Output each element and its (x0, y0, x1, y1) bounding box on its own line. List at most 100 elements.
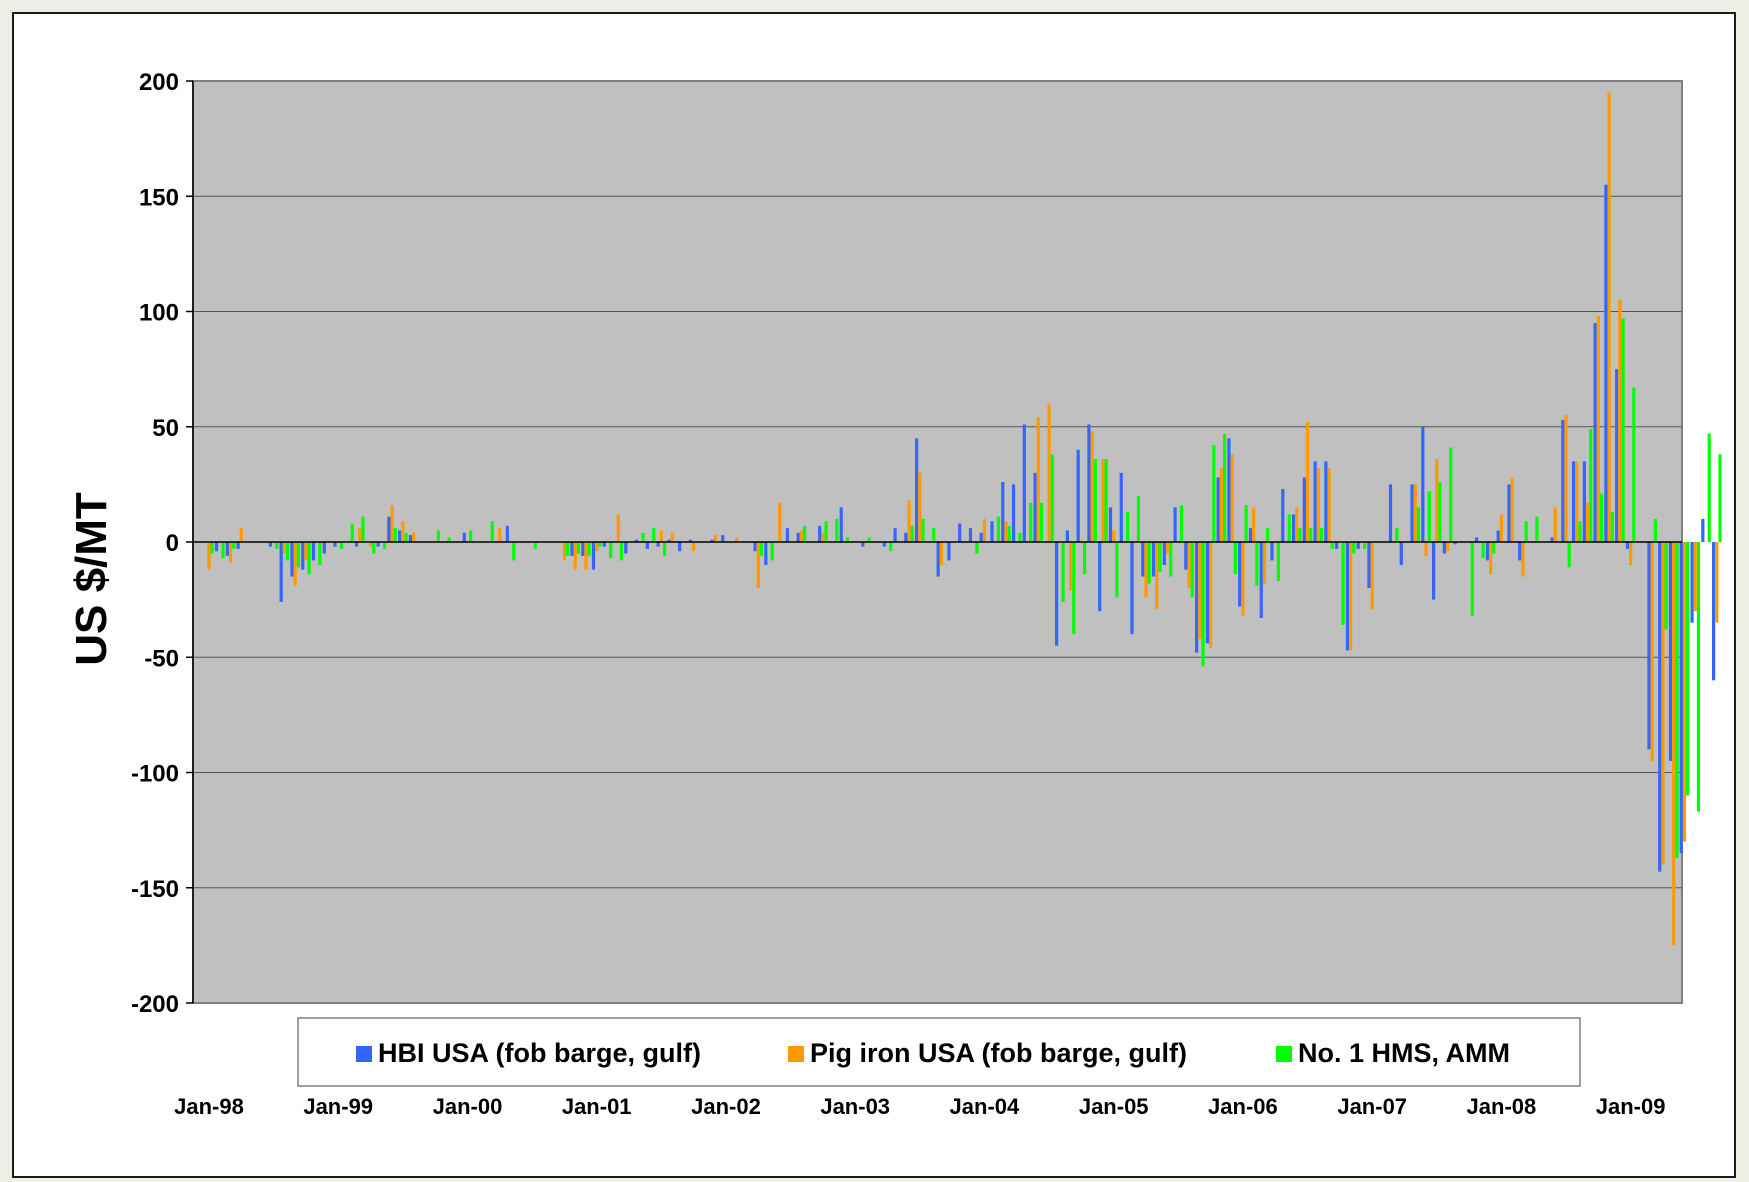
y-tick-label: 0 (166, 530, 179, 557)
bar (667, 539, 671, 542)
bar (1252, 507, 1256, 542)
bar (1399, 542, 1403, 566)
x-tick-label: Jan-09 (1596, 1094, 1666, 1119)
bar (1421, 426, 1425, 542)
bar (713, 535, 717, 542)
bar (1244, 505, 1248, 542)
bar (505, 525, 509, 542)
bar (404, 532, 408, 542)
bar (1427, 491, 1431, 542)
bar (1262, 542, 1267, 584)
bar (1248, 528, 1253, 542)
bar (1672, 542, 1676, 946)
bar (1424, 542, 1428, 556)
bar (1087, 424, 1091, 542)
bar (1195, 542, 1199, 653)
y-tick-label: 50 (152, 415, 179, 442)
bar (1521, 542, 1525, 577)
bar (1367, 542, 1371, 589)
bar (1144, 542, 1148, 598)
bar (282, 542, 286, 554)
bar (1033, 472, 1037, 542)
bar (1507, 484, 1511, 543)
bar (1701, 518, 1705, 542)
bar (1001, 482, 1005, 542)
bar (1201, 542, 1205, 667)
bar (1341, 542, 1345, 625)
bar (1370, 542, 1374, 609)
legend-swatch-hms (1276, 1046, 1292, 1062)
bar (1593, 323, 1597, 542)
bar (1287, 514, 1291, 542)
bar (1222, 433, 1227, 542)
bar (584, 542, 588, 570)
bar (279, 542, 283, 602)
bar (1316, 468, 1320, 542)
legend-entry-hms: No. 1 HMS, AMM (1276, 1038, 1510, 1068)
x-tick-label: Jan-03 (820, 1094, 890, 1119)
bar (990, 521, 994, 542)
bar (318, 542, 322, 566)
legend-entry-hbi: HBI USA (fob barge, gulf) (356, 1038, 701, 1068)
bar (1309, 528, 1313, 542)
bar (1585, 502, 1590, 542)
bar (619, 542, 624, 561)
bar (918, 472, 922, 542)
chart: 200 150 100 50 0 -50 -100 -150 -200 Jan-98 Jan-99… (67, 69, 1722, 1119)
bar (1550, 537, 1554, 542)
bar (939, 542, 943, 566)
bar (1582, 461, 1586, 542)
y-tick-label: 200 (139, 69, 179, 96)
bar (958, 523, 962, 542)
bar (910, 525, 914, 542)
bar (591, 542, 596, 570)
bar (1653, 518, 1657, 542)
bar (735, 537, 739, 542)
bar (893, 528, 897, 542)
bar (1219, 468, 1223, 542)
bar (1524, 521, 1528, 542)
bar (285, 542, 290, 561)
bar (1155, 542, 1159, 609)
bar (350, 523, 354, 542)
bar (796, 532, 800, 542)
bar (1485, 542, 1490, 561)
bar (1291, 514, 1296, 542)
bar (1266, 528, 1270, 542)
bar (207, 542, 211, 570)
bar (1130, 542, 1134, 635)
x-tick-label: Jan-98 (174, 1094, 244, 1119)
bar (635, 539, 639, 542)
bar (1438, 482, 1442, 542)
y-axis-label: US $/MT (67, 492, 116, 666)
bar (1319, 528, 1324, 542)
bar (1589, 429, 1593, 542)
bar (1356, 542, 1360, 549)
bar (1004, 521, 1008, 542)
bar (1198, 542, 1202, 639)
bar (587, 542, 591, 556)
bar (1610, 512, 1614, 542)
y-tick-label: -50 (144, 645, 179, 672)
legend-label-pig-iron: Pig iron USA (fob barge, gulf) (810, 1038, 1187, 1068)
bar (1416, 507, 1421, 542)
bar (818, 525, 822, 542)
bar (846, 537, 850, 542)
bar (1442, 542, 1446, 554)
bar (1352, 542, 1356, 554)
bar (1410, 484, 1414, 543)
bar (598, 542, 602, 547)
bar (570, 542, 574, 556)
x-tick-label: Jan-02 (691, 1094, 761, 1119)
bar (1039, 502, 1044, 542)
legend-label-hms: No. 1 HMS, AMM (1298, 1038, 1510, 1068)
bar (1647, 542, 1651, 750)
x-tick-label: Jan-99 (303, 1094, 373, 1119)
y-tick-label: -200 (131, 991, 179, 1018)
bar (462, 532, 466, 542)
bar (293, 542, 297, 586)
bar (1435, 459, 1439, 542)
bar (609, 542, 613, 559)
bar (1241, 542, 1245, 616)
bar (979, 532, 983, 542)
